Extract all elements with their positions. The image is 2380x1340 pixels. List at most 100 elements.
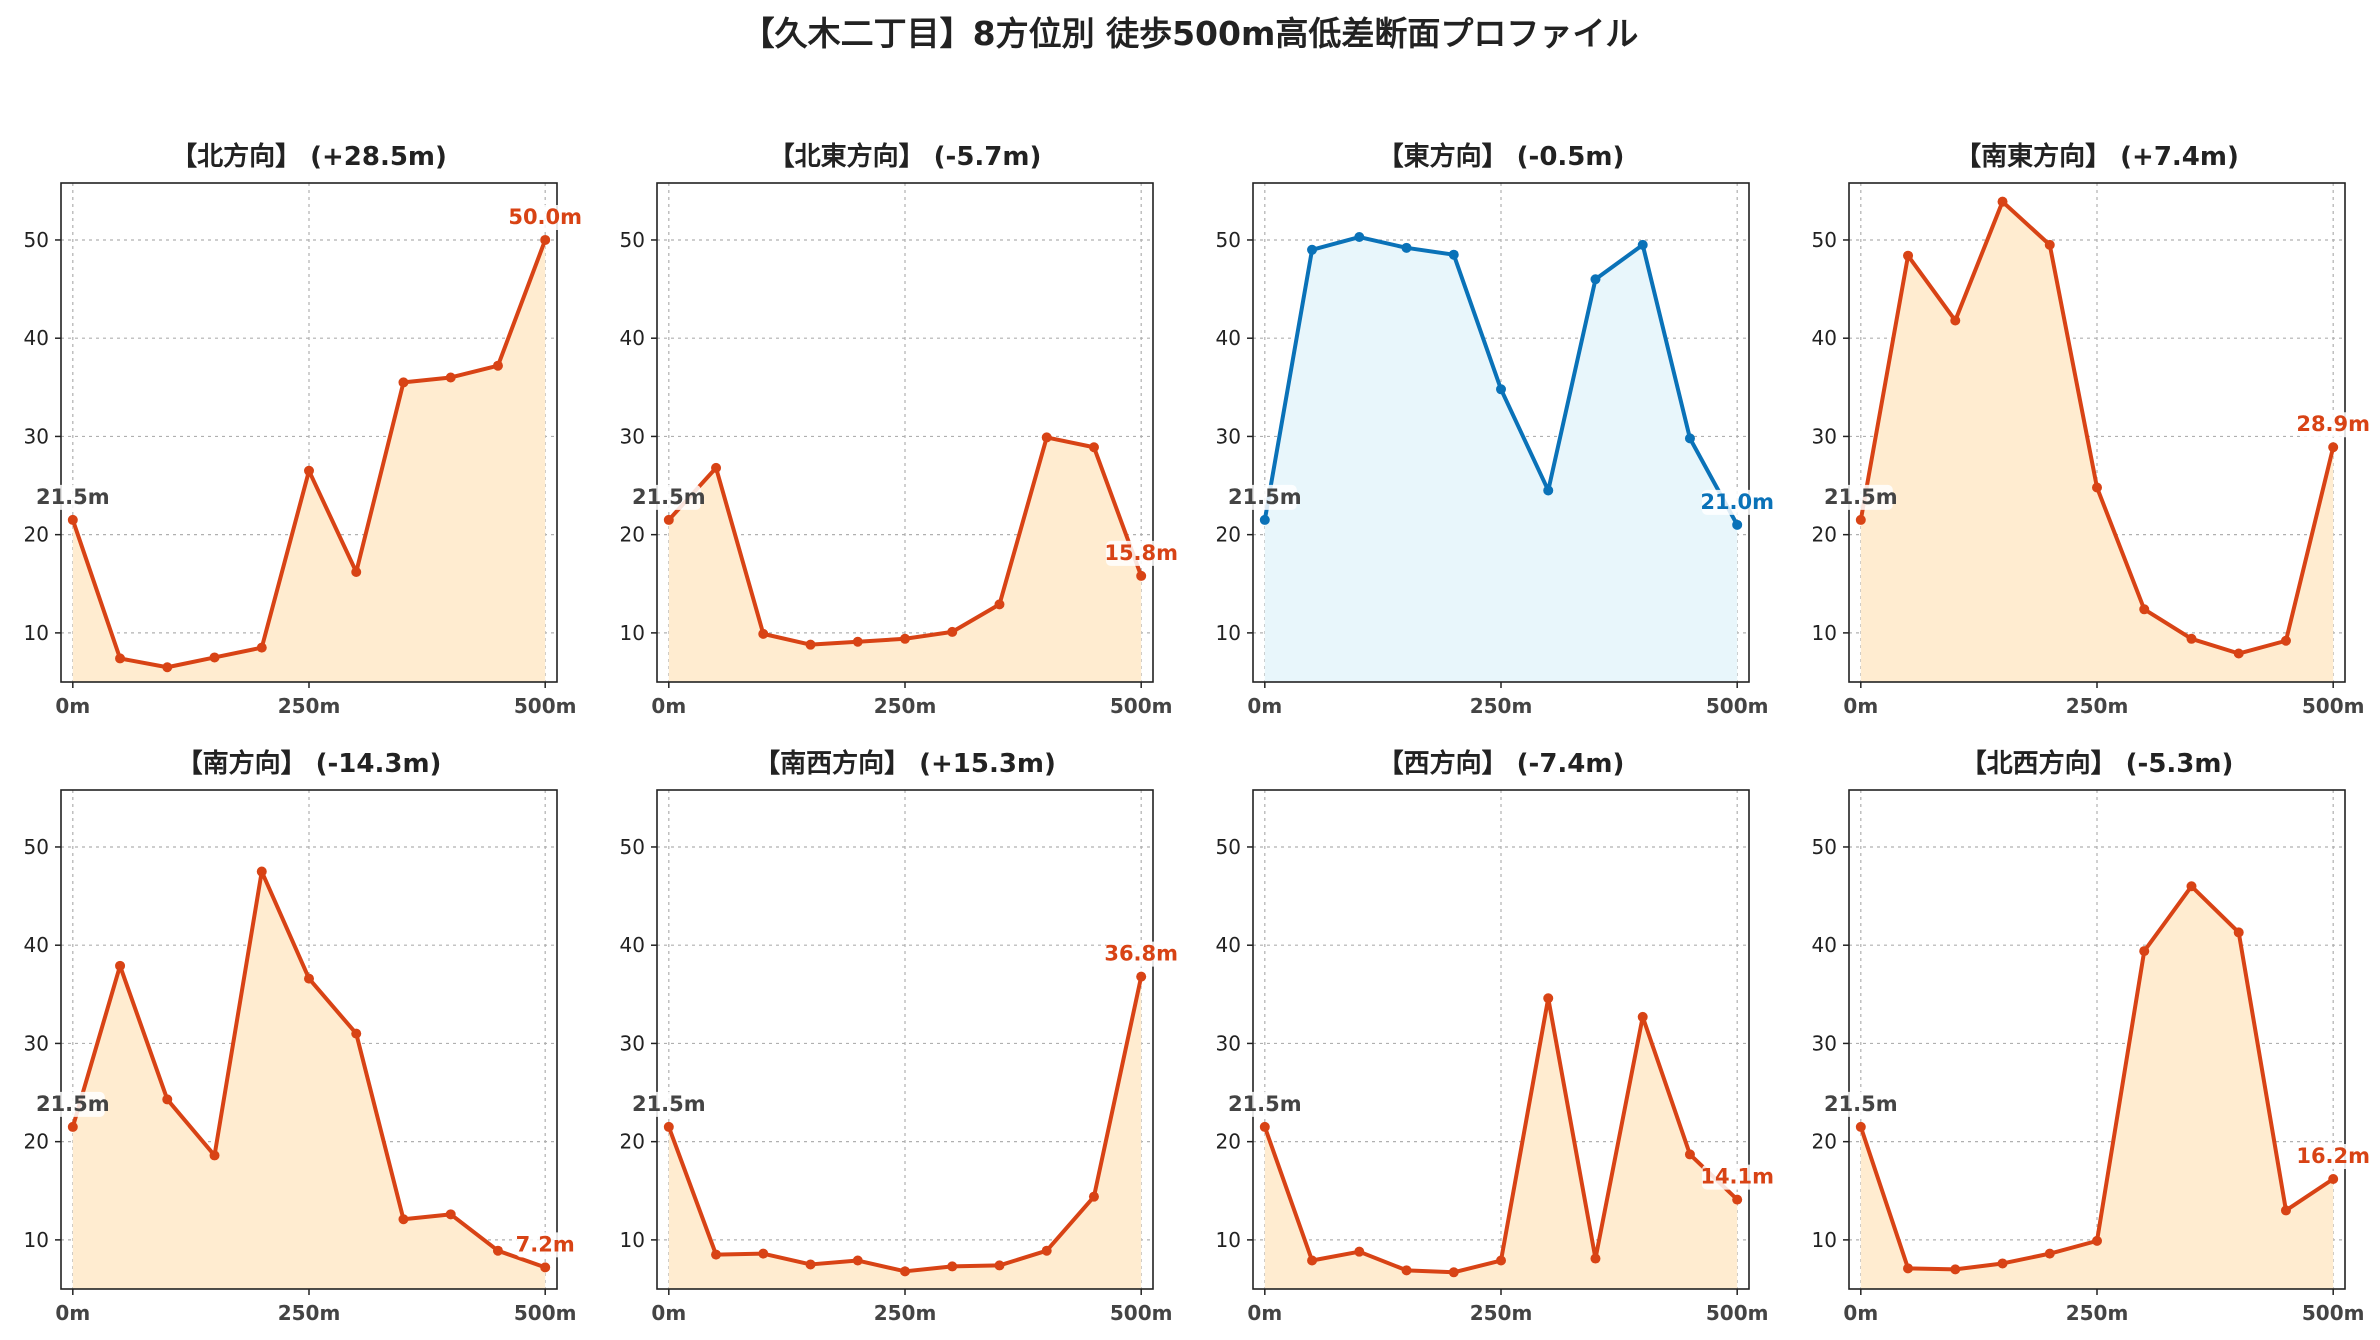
data-point — [1637, 239, 1648, 250]
ytick-label: 40 — [24, 326, 49, 350]
xtick-label: 0m — [1843, 1301, 1878, 1325]
ytick-label: 40 — [620, 933, 645, 957]
data-point — [663, 1121, 674, 1132]
ytick-label: 40 — [620, 326, 645, 350]
data-point — [1354, 1246, 1365, 1257]
profile-area — [72, 871, 546, 1289]
xtick-label: 250m — [2066, 1301, 2129, 1325]
data-point — [1684, 1149, 1695, 1160]
ytick-label: 40 — [1812, 326, 1837, 350]
end-label-box — [2297, 1143, 2369, 1169]
start-label-box — [1828, 484, 1893, 510]
data-point — [1950, 315, 1961, 326]
panel-title: 【北東方向】 (-5.7m) — [769, 141, 1042, 172]
data-point — [1496, 384, 1506, 395]
end-value-label: 50.0m — [508, 205, 582, 229]
data-point — [1496, 1255, 1506, 1266]
data-point — [2092, 1235, 2102, 1246]
xtick-label: 500m — [514, 1301, 577, 1325]
ytick-label: 50 — [1812, 835, 1837, 859]
data-point — [2233, 927, 2244, 938]
start-value-label: 21.5m — [632, 485, 706, 509]
data-point — [1855, 514, 1866, 525]
ytick-label: 30 — [24, 1031, 49, 1055]
ytick-label: 50 — [1216, 228, 1241, 252]
data-point — [1401, 242, 1412, 253]
xtick-label: 0m — [55, 694, 90, 718]
data-point — [1903, 250, 1914, 261]
data-point — [162, 1094, 173, 1105]
data-point — [304, 465, 314, 476]
end-label-box — [1701, 1164, 1773, 1190]
data-point — [2233, 648, 2244, 659]
data-point — [1259, 514, 1270, 525]
profile-area — [1860, 201, 2334, 682]
data-point — [2328, 1173, 2339, 1184]
start-value-label: 21.5m — [1228, 485, 1302, 509]
data-point — [115, 960, 126, 971]
data-point — [947, 626, 958, 637]
data-point — [1543, 485, 1554, 496]
data-point — [162, 662, 173, 673]
data-point — [492, 360, 503, 371]
end-label-box — [1105, 540, 1177, 566]
ytick-label: 30 — [1216, 424, 1241, 448]
data-point — [1401, 1265, 1412, 1276]
ytick-label: 10 — [620, 1228, 645, 1252]
data-point — [663, 514, 674, 525]
ytick-label: 30 — [620, 424, 645, 448]
start-value-label: 21.5m — [1824, 485, 1898, 509]
data-point — [351, 1028, 362, 1039]
data-point — [1903, 1263, 1914, 1274]
data-point — [2044, 1248, 2055, 1259]
ytick-label: 50 — [24, 835, 49, 859]
panel-title: 【南西方向】 (+15.3m) — [754, 748, 1056, 779]
data-point — [711, 1249, 722, 1260]
xtick-label: 250m — [874, 694, 937, 718]
start-value-label: 21.5m — [632, 1092, 706, 1116]
data-point — [1997, 196, 2008, 207]
xtick-label: 250m — [874, 1301, 937, 1325]
ytick-label: 40 — [1812, 933, 1837, 957]
data-point — [1307, 244, 1318, 255]
ytick-label: 50 — [620, 835, 645, 859]
end-value-label: 36.8m — [1104, 942, 1178, 966]
data-point — [711, 462, 722, 473]
end-label-box — [516, 1232, 575, 1258]
start-label-box — [40, 1091, 105, 1117]
profile-area — [1264, 998, 1738, 1289]
ytick-label: 20 — [1216, 523, 1241, 547]
data-point — [1543, 993, 1554, 1004]
start-value-label: 21.5m — [1228, 1092, 1302, 1116]
data-point — [1590, 1253, 1601, 1264]
data-point — [805, 639, 816, 650]
data-point — [1448, 249, 1459, 260]
end-value-label: 16.2m — [2296, 1144, 2370, 1168]
ytick-label: 50 — [620, 228, 645, 252]
data-point — [1590, 274, 1601, 285]
profile-area — [1264, 237, 1738, 683]
ytick-label: 30 — [24, 424, 49, 448]
data-point — [947, 1261, 958, 1272]
data-point — [445, 1209, 456, 1220]
ytick-label: 40 — [1216, 326, 1241, 350]
data-point — [209, 1150, 220, 1161]
data-point — [2139, 604, 2150, 615]
xtick-label: 0m — [651, 1301, 686, 1325]
data-point — [540, 1262, 551, 1273]
ytick-label: 50 — [1216, 835, 1241, 859]
data-point — [1637, 1011, 1648, 1022]
data-point — [1732, 1194, 1743, 1205]
data-point — [852, 636, 863, 647]
data-point — [304, 973, 314, 984]
start-value-label: 21.5m — [36, 485, 110, 509]
data-point — [758, 1248, 769, 1259]
data-point — [209, 652, 220, 663]
end-value-label: 28.9m — [2296, 412, 2370, 436]
data-point — [445, 372, 456, 383]
xtick-label: 250m — [278, 694, 341, 718]
